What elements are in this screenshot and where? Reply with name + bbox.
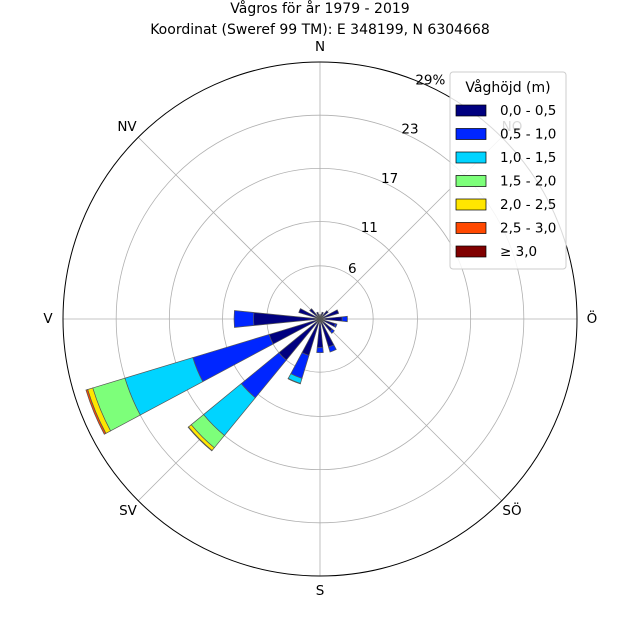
legend-label: 1,0 - 1,5 (500, 150, 556, 166)
chart-title: Vågros för år 1979 - 2019 (230, 0, 409, 17)
legend-swatch (455, 128, 487, 140)
bar-segment-nnv-0 (316, 311, 321, 320)
bar-segment-nö-0 (319, 310, 329, 320)
radial-tick-label: 29% (415, 73, 445, 89)
bar-segment-ssö-1 (328, 344, 337, 353)
legend-label: ≥ 3,0 (500, 244, 537, 260)
bar-segment-sö-1 (329, 328, 335, 334)
legend-swatch (455, 222, 487, 234)
grid-spoke (137, 136, 321, 320)
direction-label-so: SÖ (502, 501, 521, 519)
bar-segment-vsv-5 (85, 389, 107, 435)
grid-spoke (319, 318, 503, 502)
legend-label: 2,5 - 3,0 (500, 221, 556, 237)
radial-tick-label: 17 (381, 171, 398, 187)
direction-label-sv: SV (119, 503, 138, 519)
direction-label-o: Ö (587, 309, 598, 327)
direction-label-s: S (316, 583, 325, 599)
bar-segment-s-1 (316, 346, 324, 354)
polar-grid (63, 62, 577, 576)
legend: Våghöjd (m) 0,0 - 0,5 0,5 - 1,0 1,0 - 1,5 1… (449, 71, 567, 270)
legend-swatch (455, 245, 487, 258)
radial-tick-label: 6 (348, 261, 357, 277)
radial-tick-labels: 6 11 17 23 29% (348, 73, 445, 277)
direction-label-nv: NV (117, 119, 137, 135)
bar-segment-ösö-1 (333, 323, 338, 328)
bar-segment-nv-0 (309, 308, 321, 320)
bar-segment-önö-0 (319, 309, 340, 320)
legend-label: 0,5 - 1,0 (500, 127, 556, 143)
bar-segment-nnö-0 (319, 311, 324, 320)
bar-segment-vnv-0 (298, 308, 321, 320)
radial-tick-label: 11 (361, 220, 378, 236)
legend-swatch (455, 198, 487, 211)
bar-segment-n-0 (319, 314, 321, 320)
legend-label: 1,5 - 2,0 (500, 174, 556, 190)
bar-segment-ö-1 (341, 315, 348, 323)
bar-segment-sv-5 (187, 426, 213, 452)
bar-segment-ssv-3 (287, 377, 301, 385)
legend-box (449, 71, 567, 270)
bar-segment-v-1 (233, 310, 255, 328)
chart-subtitle: Koordinat (Sweref 99 TM): E 348199, N 63… (150, 22, 490, 38)
legend-swatch (455, 151, 487, 164)
bar-segment-vsv-2 (124, 357, 204, 416)
rose-bars (85, 308, 348, 452)
legend-label: 2,0 - 2,5 (500, 197, 556, 213)
legend-swatch (455, 104, 487, 117)
legend-swatch (455, 175, 487, 187)
radial-tick-label: 23 (401, 122, 418, 138)
legend-label: 0,0 - 0,5 (500, 103, 556, 119)
direction-label-v: V (43, 311, 53, 327)
polar-frame (62, 61, 578, 577)
legend-title: Våghöjd (m) (465, 79, 550, 96)
direction-label-n: N (315, 39, 325, 55)
